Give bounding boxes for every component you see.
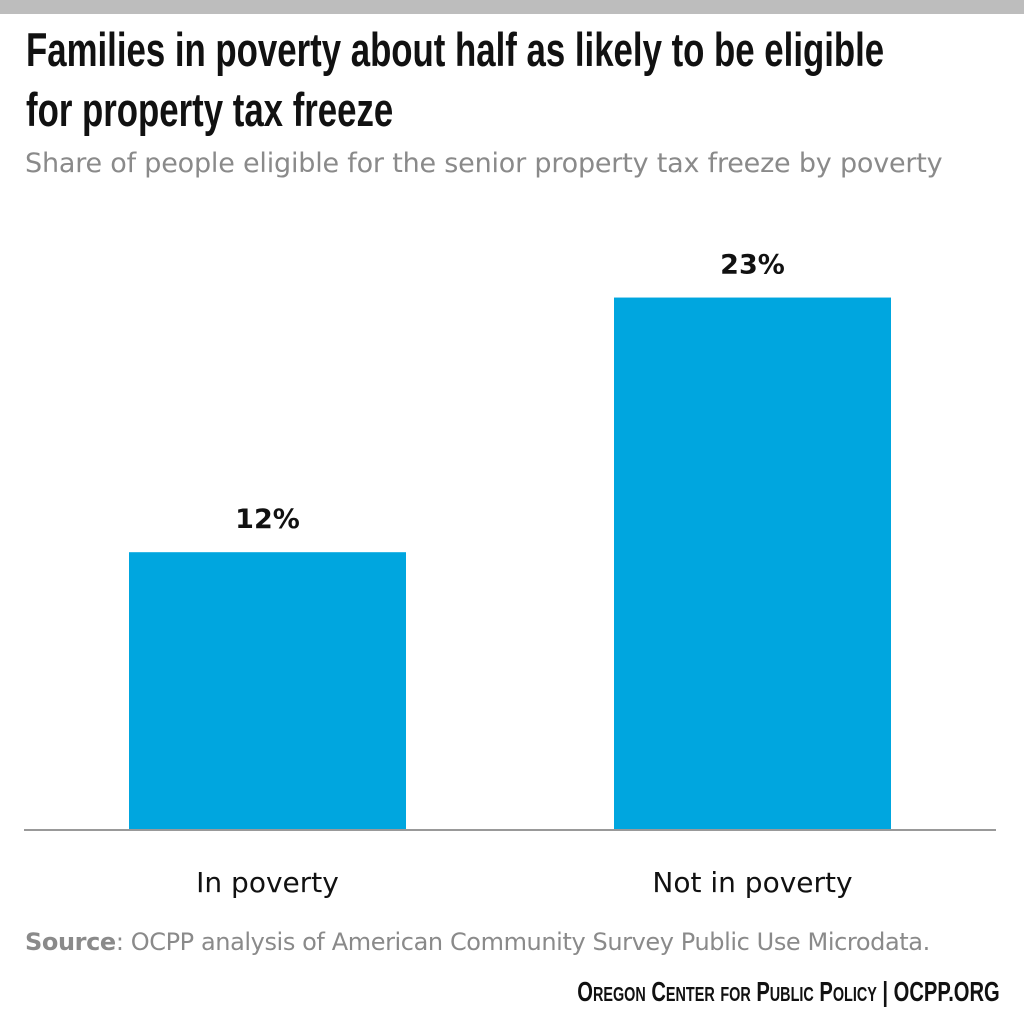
source-note: Source: OCPP analysis of American Commun… [25,928,930,956]
source-text: : OCPP analysis of American Community Su… [115,928,930,956]
bar-2 [614,297,891,830]
bar-1 [129,552,406,830]
chart-subtitle: Share of people eligible for the senior … [25,148,943,179]
category-label: In poverty [196,866,339,899]
footer-credit: Oregon Center for Public Policy | OCPP.O… [577,976,1000,1007]
title-line-2: for property tax freeze [26,83,394,136]
data-label: 23% [720,250,785,281]
data-label: 12% [235,504,300,535]
source-label: Source [25,928,116,956]
title-line-1: Families in poverty about half as likely… [26,23,885,76]
category-label: Not in poverty [652,866,852,899]
top-bar [0,0,1024,14]
chart-title: Families in poverty about half as likely… [26,20,884,140]
